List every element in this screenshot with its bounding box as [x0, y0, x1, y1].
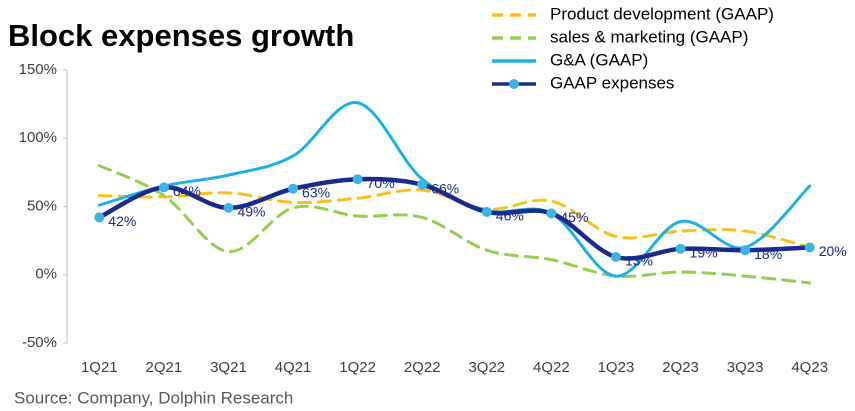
x-tick-label: 1Q23: [598, 359, 635, 376]
data-label: 64%: [173, 183, 201, 199]
x-tick-label: 3Q21: [210, 359, 247, 376]
point-marker: [223, 202, 234, 213]
x-tick-label: 3Q23: [727, 359, 764, 376]
x-tick-label: 2Q21: [146, 359, 183, 376]
data-label: 13%: [625, 253, 653, 269]
chart-title: Block expenses growth: [8, 18, 354, 53]
y-tick-label: 0%: [35, 266, 57, 283]
x-tick-label: 4Q23: [791, 359, 828, 376]
point-marker: [804, 242, 815, 253]
series-line: [97, 188, 812, 249]
legend-label: sales & marketing (GAAP): [550, 27, 748, 46]
y-tick-label: 150%: [19, 61, 57, 78]
legend-marker: [509, 79, 519, 89]
point-marker: [288, 183, 299, 194]
data-label: 18%: [754, 246, 782, 262]
point-marker: [352, 174, 363, 185]
y-tick-label: 50%: [27, 197, 57, 214]
data-label: 49%: [237, 204, 265, 220]
y-tick-label: 100%: [19, 129, 57, 146]
data-label: 42%: [108, 213, 136, 229]
legend-label: G&A (GAAP): [550, 50, 648, 69]
x-tick-label: 2Q22: [404, 359, 441, 376]
data-label: 20%: [819, 243, 847, 259]
point-marker: [740, 245, 751, 256]
point-marker: [417, 179, 428, 190]
point-marker: [158, 182, 169, 193]
legend-label: Product development (GAAP): [550, 4, 774, 23]
data-label: 46%: [496, 208, 524, 224]
point-marker: [546, 208, 557, 219]
point-marker: [610, 252, 621, 263]
legend-label: GAAP expenses: [550, 73, 674, 92]
y-tick-label: -50%: [22, 334, 57, 351]
x-tick-label: 2Q23: [662, 359, 699, 376]
series-line: [97, 164, 812, 285]
point-marker: [675, 243, 686, 254]
point-marker: [481, 206, 492, 217]
x-tick-label: 4Q21: [275, 359, 312, 376]
x-tick-label: 4Q22: [533, 359, 570, 376]
data-label: 63%: [302, 184, 330, 200]
data-label: 70%: [367, 175, 395, 191]
source-note: Source: Company, Dolphin Research: [14, 388, 293, 407]
x-tick-label: 3Q22: [468, 359, 505, 376]
point-marker: [94, 212, 105, 223]
data-label: 66%: [431, 180, 459, 196]
data-label: 45%: [560, 209, 588, 225]
x-tick-label: 1Q22: [339, 359, 376, 376]
x-tick-label: 1Q21: [81, 359, 118, 376]
data-label: 19%: [690, 245, 718, 261]
